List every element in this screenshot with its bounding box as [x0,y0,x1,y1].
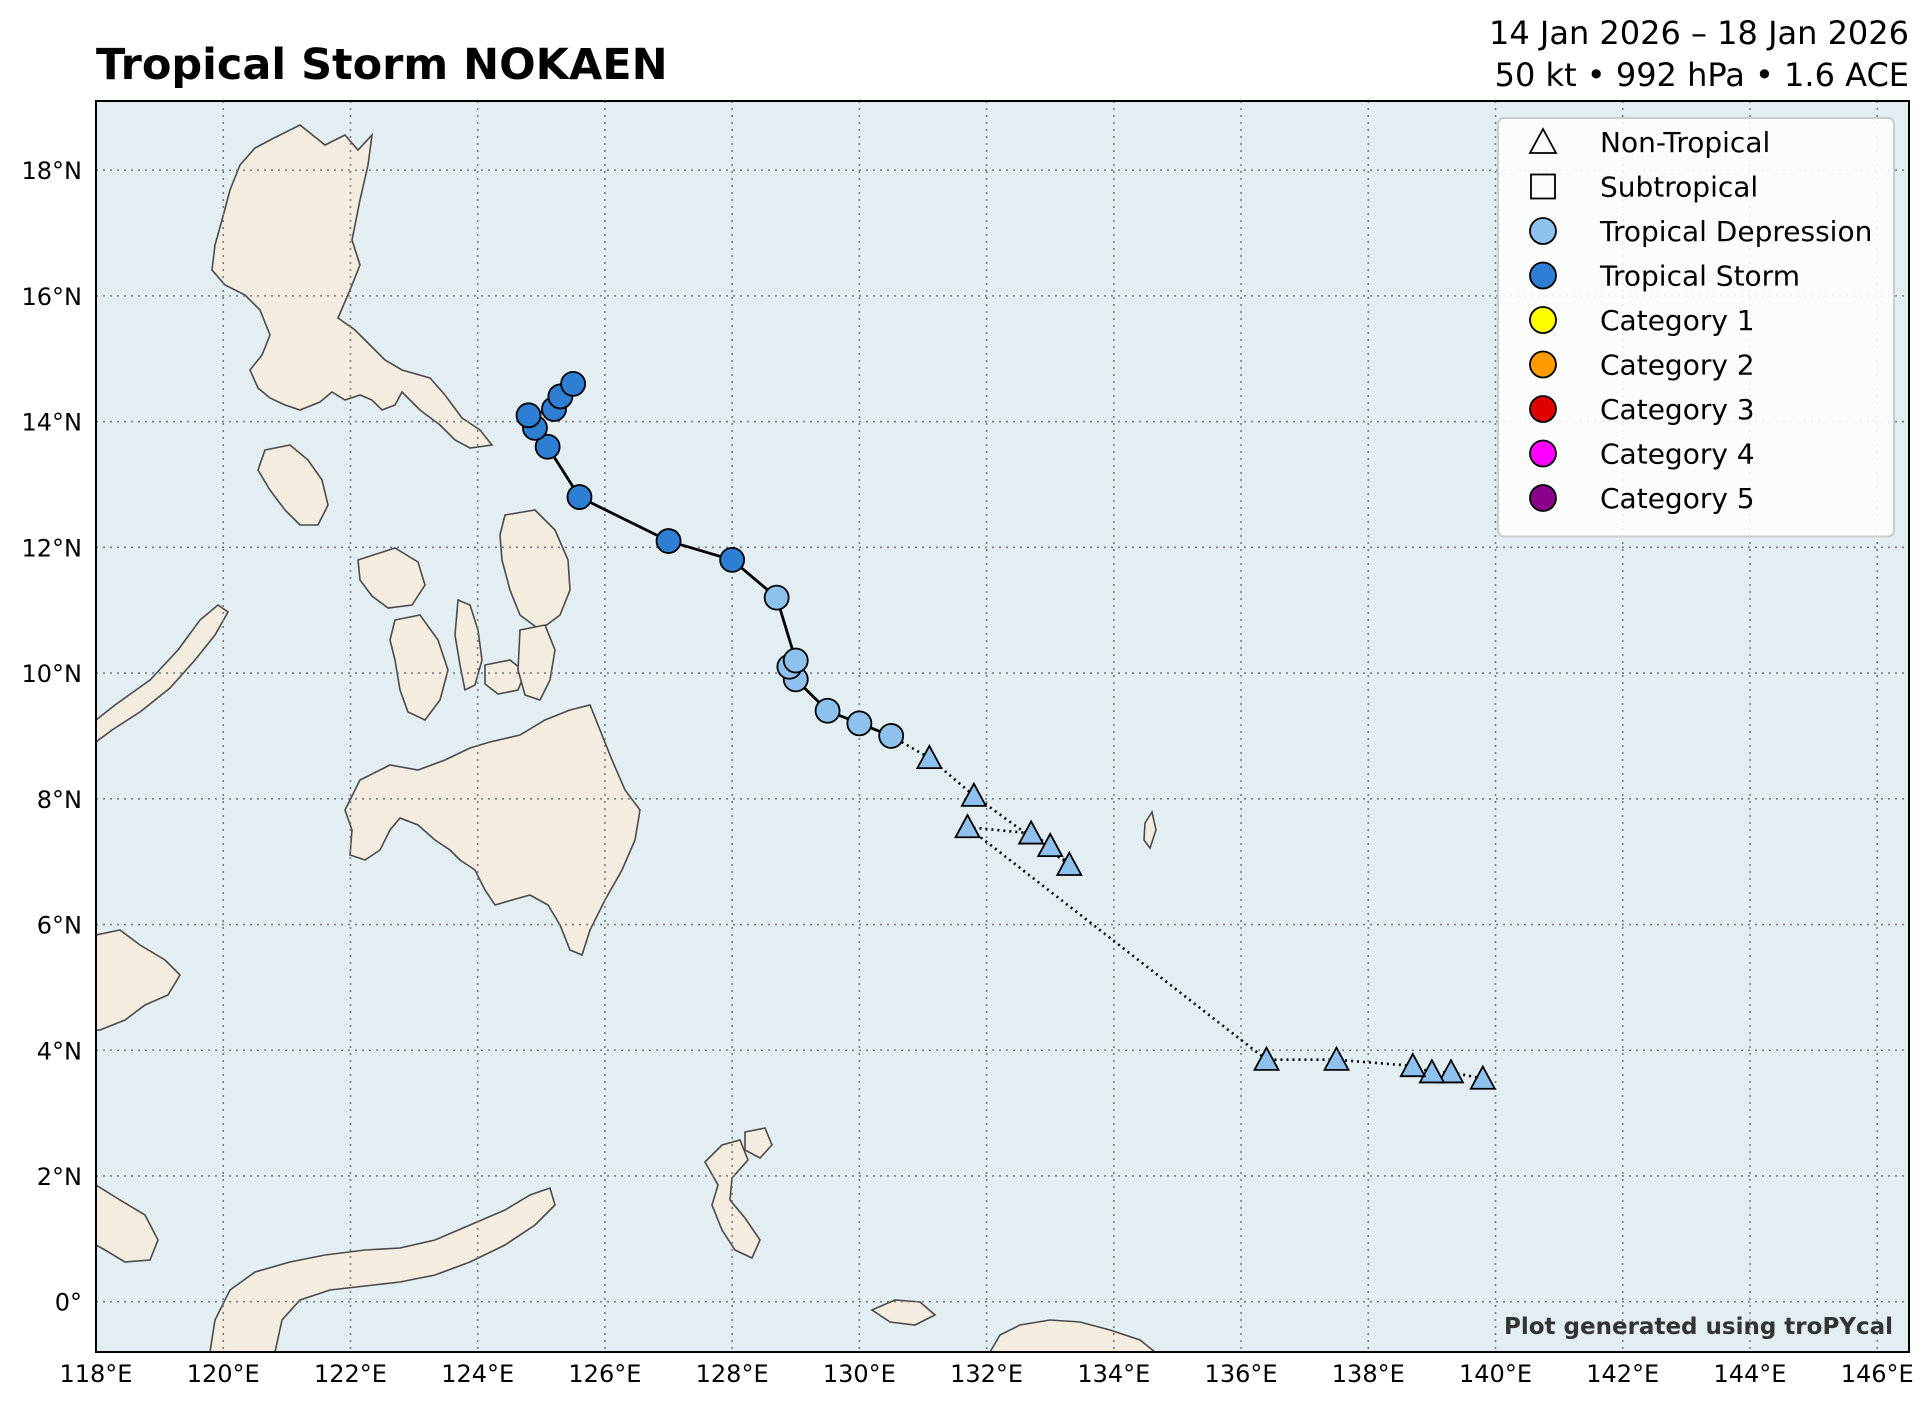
track-point-non-tropical [1469,1064,1497,1090]
x-tick-label: 142°E [1586,1360,1659,1388]
x-tick-label: 136°E [1205,1360,1278,1388]
x-tick-label: 124°E [441,1360,514,1388]
legend-label: Tropical Depression [1599,215,1872,248]
legend-marker-circle [1529,439,1557,468]
track-point-tropical-depression [763,584,790,611]
raja-ampat-island [870,1299,937,1326]
legend-marker-circle [1529,484,1557,512]
negros-island [389,614,449,722]
samar-island [499,509,571,631]
panay-island [357,547,426,609]
storm-track [515,370,1497,1090]
track-segment [578,495,670,543]
legend-label: Subtropical [1600,171,1758,204]
halmahera-island [704,1139,761,1260]
x-tick-label: 120°E [187,1360,260,1388]
track-point-tropical-storm [534,433,561,460]
x-tick-label: 138°E [1332,1360,1405,1388]
legend-label: Category 1 [1600,304,1755,337]
land-layer [96,124,1157,1352]
track-point-non-tropical [1322,1045,1350,1071]
legend-marker-triangle [1528,127,1558,154]
legend-label: Tropical Storm [1599,260,1800,293]
x-tick-label: 118°E [60,1360,133,1388]
legend-marker-circle [1529,217,1557,245]
bohol-island [484,659,526,695]
cebu-island [454,598,483,692]
x-tick-label: 132°E [950,1360,1023,1388]
legend-marker-circle [1529,306,1557,334]
y-tick-label: 14°N [22,409,83,437]
legend-label: Category 2 [1600,349,1755,382]
axis-ticks: 118°E 120°E 122°E 124°E 126°E 128°E 130°E 132°E… [22,157,1914,1388]
chart-title: Tropical Storm NOKAEN [96,40,668,90]
x-tick-label: 134°E [1077,1360,1150,1388]
palawan-island [96,603,230,743]
legend: Non-Tropical Subtropical Tropical Depressi… [1497,117,1895,538]
luzon-landmass [211,124,494,449]
x-tick-label: 144°E [1713,1360,1786,1388]
track-point-non-tropical [915,744,943,770]
track-point-tropical-depression [782,647,809,674]
gridlines [95,101,1909,1352]
track-point-tropical-storm [560,370,587,397]
legend-marker-circle [1529,395,1557,423]
new-guinea-landmass [989,1319,1157,1352]
track-point-tropical-depression [814,697,841,724]
y-tick-label: 16°N [22,283,83,311]
track-point-non-tropical [1055,850,1083,876]
mindoro-island [257,444,329,526]
y-tick-label: 6°N [37,912,82,940]
y-tick-label: 10°N [22,660,83,688]
x-tick-label: 128°E [696,1360,769,1388]
morotai-island [744,1127,773,1159]
track-point-tropical-storm [566,484,593,510]
legend-marker-circle [1529,261,1557,290]
x-tick-label: 146°E [1841,1360,1914,1388]
track-point-tropical-storm [655,528,682,554]
legend-marker-circle [1529,350,1557,379]
legend-label: Category 5 [1600,482,1755,515]
chart-subtitle: 14 Jan 2026 – 18 Jan 2026 50 kt • 992 hP… [1489,12,1909,96]
mindanao-island [344,704,641,957]
track-point-non-tropical [1437,1058,1465,1084]
x-tick-label: 126°E [568,1360,641,1388]
x-tick-label: 130°E [823,1360,896,1388]
plot-frame [95,100,1910,1353]
track-point-non-tropical [960,781,988,807]
track-point-tropical-depression [846,710,873,737]
y-tick-label: 18°N [22,157,83,185]
x-tick-label: 140°E [1459,1360,1532,1388]
legend-label: Category 4 [1600,438,1755,471]
track-point-tropical-storm [515,402,542,429]
sulawesi-island [209,1186,556,1352]
track-point-non-tropical [1252,1045,1281,1071]
borneo-landmass [96,929,182,1031]
y-tick-label: 12°N [22,534,83,562]
leyte-island [517,624,556,701]
storm-stats: 50 kt • 992 hPa • 1.6 ACE [1494,56,1909,94]
track-point-non-tropical [1036,832,1064,858]
track-point-non-tropical [1399,1052,1427,1078]
track-point-non-tropical [1017,819,1045,845]
palau-island [1143,809,1157,850]
track-point-non-tropical [954,813,982,839]
borneo-south [96,1184,159,1263]
track-point-tropical-depression [878,723,905,749]
credit-text: Plot generated using troPYcal [1504,1314,1893,1340]
legend-label: Non-Tropical [1600,126,1770,159]
track-segment [1336,1058,1413,1068]
y-tick-label: 4°N [37,1037,82,1065]
y-tick-label: 0° [55,1289,82,1317]
legend-box [1497,117,1895,538]
y-tick-label: 8°N [37,786,82,814]
legend-label: Category 3 [1600,393,1755,426]
track-segment [967,825,1032,835]
track-point-tropical-storm [719,547,746,573]
x-tick-label: 122°E [314,1360,387,1388]
legend-marker-square [1530,173,1556,200]
y-tick-label: 2°N [37,1163,82,1191]
date-range: 14 Jan 2026 – 18 Jan 2026 [1489,14,1909,52]
